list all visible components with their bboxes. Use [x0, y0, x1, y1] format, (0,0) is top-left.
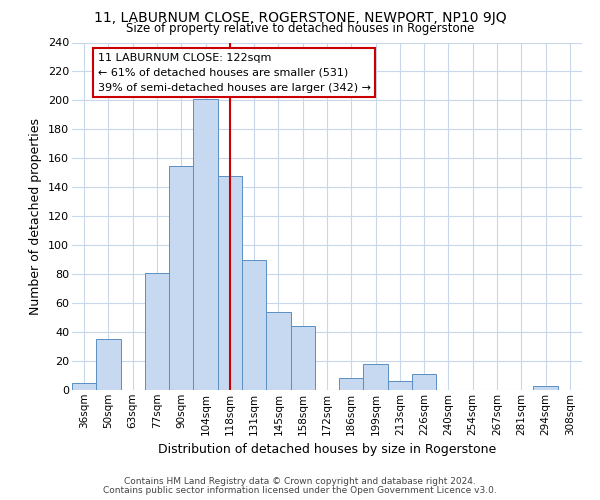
Text: Contains HM Land Registry data © Crown copyright and database right 2024.: Contains HM Land Registry data © Crown c…	[124, 477, 476, 486]
Bar	[193, 99, 218, 390]
Bar	[533, 386, 558, 390]
Bar	[290, 326, 315, 390]
Bar	[364, 364, 388, 390]
Text: Size of property relative to detached houses in Rogerstone: Size of property relative to detached ho…	[126, 22, 474, 35]
Bar	[169, 166, 193, 390]
Bar	[242, 260, 266, 390]
Bar	[72, 383, 96, 390]
Y-axis label: Number of detached properties: Number of detached properties	[29, 118, 43, 315]
Text: 11, LABURNUM CLOSE, ROGERSTONE, NEWPORT, NP10 9JQ: 11, LABURNUM CLOSE, ROGERSTONE, NEWPORT,…	[94, 11, 506, 25]
Bar	[412, 374, 436, 390]
Bar	[145, 272, 169, 390]
Text: 11 LABURNUM CLOSE: 122sqm
← 61% of detached houses are smaller (531)
39% of semi: 11 LABURNUM CLOSE: 122sqm ← 61% of detac…	[97, 53, 371, 92]
Bar	[339, 378, 364, 390]
X-axis label: Distribution of detached houses by size in Rogerstone: Distribution of detached houses by size …	[158, 443, 496, 456]
Text: Contains public sector information licensed under the Open Government Licence v3: Contains public sector information licen…	[103, 486, 497, 495]
Bar	[266, 312, 290, 390]
Bar	[388, 382, 412, 390]
Bar	[96, 340, 121, 390]
Bar	[218, 176, 242, 390]
